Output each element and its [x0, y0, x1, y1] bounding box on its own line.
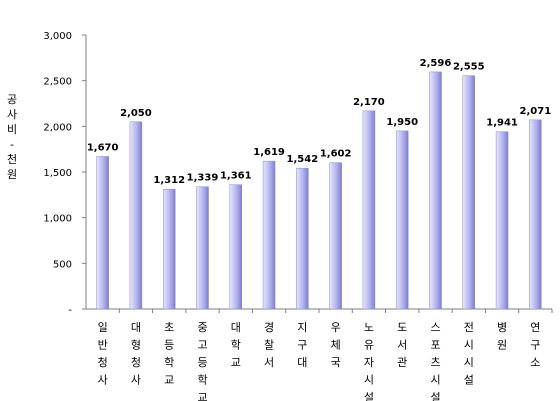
axes [82, 34, 553, 313]
data-label: 1,941 [486, 118, 518, 129]
bar-7 [296, 167, 309, 310]
data-label: 2,596 [420, 58, 452, 69]
bar-11 [429, 71, 442, 310]
y-tick-label: 1,000 [43, 214, 72, 225]
y-tick-label: 2,500 [43, 77, 72, 88]
bar-13 [495, 131, 509, 310]
bar-10 [395, 130, 409, 310]
bar-2 [129, 121, 143, 310]
data-label: 1,361 [220, 171, 252, 182]
bar-9 [362, 110, 376, 310]
bar-3 [162, 188, 176, 310]
bar-8 [329, 162, 342, 310]
bar-6 [262, 160, 276, 310]
y-tick-label: 2,000 [43, 122, 72, 133]
data-label: 2,050 [120, 108, 152, 119]
data-label: 1,670 [87, 142, 119, 153]
bar-12 [462, 75, 476, 310]
data-label: 1,602 [320, 149, 352, 160]
y-tick-label: 1,500 [43, 168, 72, 179]
bar-14 [529, 119, 542, 310]
data-label: 1,542 [287, 154, 319, 165]
data-label: 1,950 [386, 117, 418, 128]
data-label: 2,555 [453, 62, 485, 73]
category-labels: 일 반 청 사 대 형 청 사 초 등 학 교 중 고 등 학 교 대 학 교 경 찰 서 지 구 대 우 체 국 노 유 자 시 설 도 서 관 스 포 츠… [98, 320, 541, 401]
data-label: 2,170 [353, 97, 385, 108]
bars [96, 71, 542, 310]
bar-4 [196, 186, 209, 310]
data-label: 2,071 [520, 106, 552, 117]
y-axis-label: 공 사 비 -천 원 [7, 93, 17, 181]
data-label: 1,312 [153, 175, 185, 186]
y-tick-labels: - 500 1,000 1,500 2,000 2,500 3,000 [43, 31, 72, 316]
data-label: 1,339 [187, 173, 219, 184]
y-tick-label: - [68, 305, 72, 316]
y-tick-label: 3,000 [43, 31, 72, 42]
bar-5 [229, 184, 243, 310]
data-label: 1,619 [253, 147, 285, 158]
bar-1 [96, 156, 109, 310]
y-axis-title: 공 사 비 -천 원 [7, 93, 17, 181]
y-tick-label: 500 [53, 259, 72, 270]
